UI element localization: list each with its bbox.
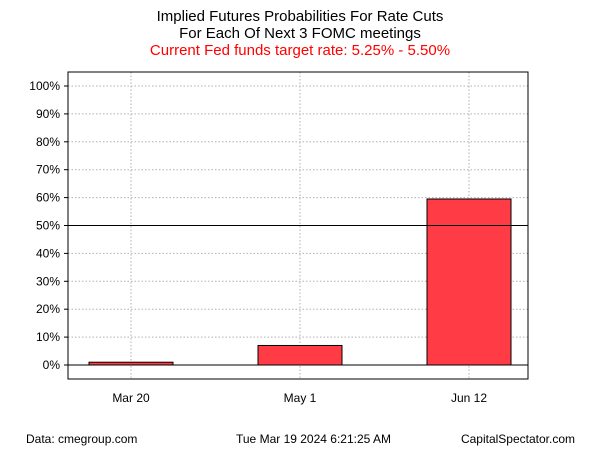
y-tick-label: 50% — [36, 219, 60, 233]
y-tick-label: 70% — [36, 163, 60, 177]
footer-brand: CapitalSpectator.com — [460, 432, 575, 446]
chart-title: Implied Futures Probabilities For Rate C… — [156, 8, 444, 25]
chart-rate-subtitle: Current Fed funds target rate: 5.25% - 5… — [149, 42, 451, 59]
x-tick-label: Jun 12 — [451, 391, 487, 405]
y-tick-label: 30% — [36, 274, 60, 288]
chart-subtitle: For Each Of Next 3 FOMC meetings — [179, 25, 421, 42]
y-tick-label: 10% — [36, 330, 60, 344]
y-tick-label: 90% — [36, 107, 60, 121]
bar — [257, 344, 343, 366]
y-tick-label: 100% — [29, 79, 60, 93]
footer-source: Data: cmegroup.com — [26, 432, 138, 446]
y-tick-label: 20% — [36, 302, 60, 316]
y-tick-label: 40% — [36, 246, 60, 260]
bar — [426, 198, 512, 366]
y-tick-label: 80% — [36, 135, 60, 149]
plot-frame — [67, 71, 529, 380]
x-tick-label: May 1 — [284, 391, 317, 405]
y-tick-label: 0% — [43, 358, 61, 372]
y-tick-label: 60% — [36, 191, 60, 205]
x-tick-label: Mar 20 — [112, 391, 150, 405]
chart-titles: Implied Futures Probabilities For Rate C… — [0, 8, 600, 59]
footer-timestamp: Tue Mar 19 2024 6:21:25 AM — [236, 432, 391, 446]
